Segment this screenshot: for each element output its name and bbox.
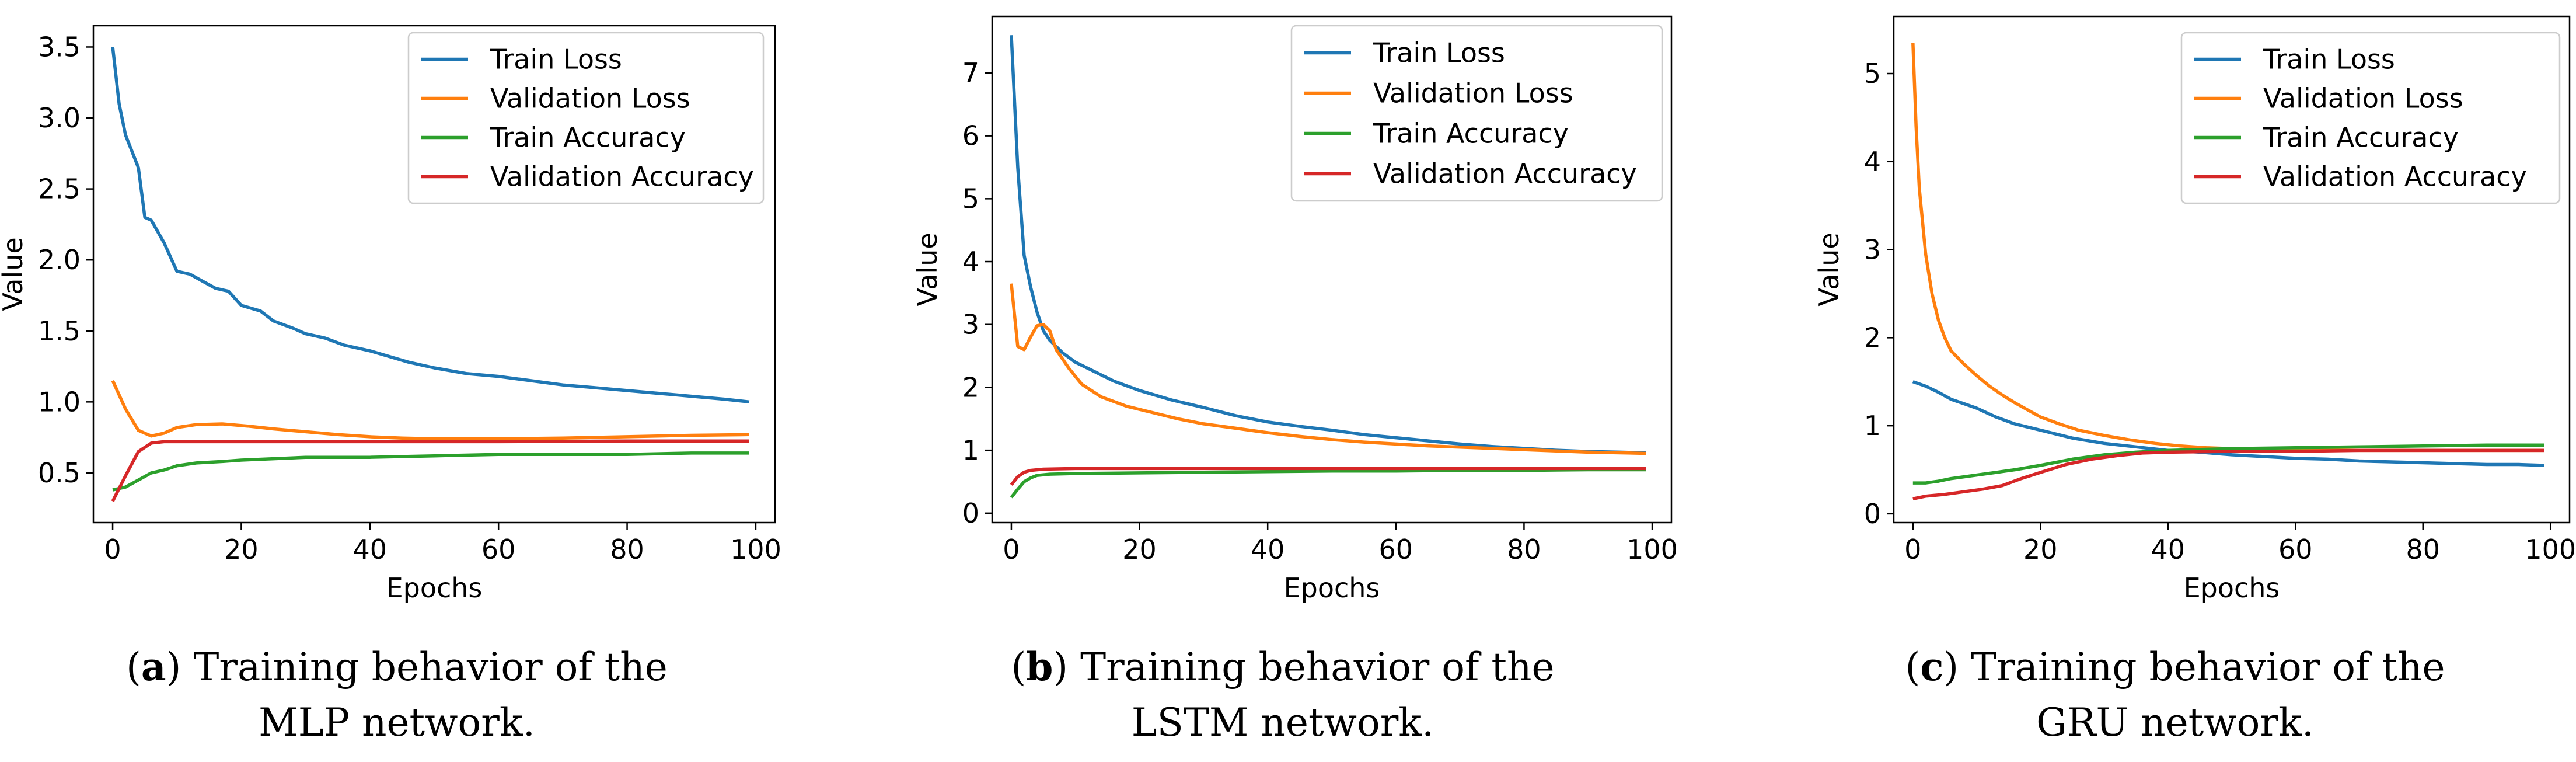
x-tick-label: 0	[1003, 534, 1020, 565]
series-line-train-accuracy	[112, 451, 749, 492]
y-tick-label: 3	[962, 309, 979, 340]
x-tick-label: 80	[1507, 534, 1541, 565]
y-tick-label: 2.0	[38, 244, 81, 276]
x-tick-label: 100	[1626, 534, 1678, 565]
legend-label: Train Loss	[2263, 44, 2395, 75]
caption-label: c	[1920, 644, 1944, 690]
y-tick-label: 3.5	[38, 31, 81, 62]
legend-label: Train Loss	[490, 44, 622, 75]
y-tick-label: 2.5	[38, 173, 81, 205]
y-tick-label: 0	[962, 497, 979, 529]
legend: Train Loss Validation Loss Train Accuracy V…	[1290, 25, 1663, 202]
y-tick-label: 5	[962, 183, 979, 214]
series-line-validation-accuracy	[111, 439, 749, 502]
caption-line1: ) Training behavior of the	[166, 645, 668, 690]
x-tick-label: 40	[2151, 534, 2185, 565]
chart-1: 0 20 40 60 80 100 0.5 1.0 1.5 2.0 2.5 3.0 3.5 Epochs V…	[0, 25, 781, 604]
legend-label: Validation Loss	[1373, 78, 1573, 109]
x-tick-label: 20	[224, 534, 259, 565]
legend: Train Loss Validation Loss Train Accuracy V…	[2180, 32, 2561, 204]
y-axis-label: Value	[0, 237, 29, 311]
y-tick-label: 2	[962, 371, 979, 403]
legend-label: Train Loss	[1373, 37, 1505, 69]
x-tick-label: 60	[2278, 534, 2313, 565]
y-tick-label: 4	[962, 246, 979, 277]
caption-c: (c) Training behavior of the GRU network…	[1854, 639, 2496, 750]
caption-label: b	[1026, 644, 1053, 690]
x-tick-label: 0	[104, 534, 121, 565]
legend-box	[1290, 25, 1663, 202]
series-line-validation-loss	[1010, 283, 1646, 455]
legend-label: Validation Accuracy	[2263, 161, 2527, 193]
y-tick-label: 1.0	[38, 386, 81, 417]
caption-line1: ) Training behavior of the	[1053, 645, 1555, 690]
x-tick-label: 100	[2525, 534, 2576, 565]
caption-line2: GRU network.	[2036, 700, 2314, 745]
x-tick-label: 80	[610, 534, 644, 565]
y-axis-label: Value	[912, 232, 943, 306]
plot-frame	[1893, 15, 2571, 524]
legend-box	[407, 32, 765, 204]
x-tick-label: 20	[2023, 534, 2058, 565]
y-tick-label: 1	[962, 434, 979, 466]
x-axis-label: Epochs	[2184, 572, 2280, 604]
x-axis-label: Epochs	[386, 572, 483, 604]
y-tick-label: 7	[962, 57, 979, 89]
series-line-train-accuracy	[1912, 443, 2544, 485]
x-tick-label: 60	[1379, 534, 1413, 565]
y-tick-label: 1	[1864, 410, 1881, 441]
x-axis-label: Epochs	[1284, 572, 1380, 604]
y-tick-label: 2	[1864, 322, 1881, 353]
y-tick-label: 6	[962, 120, 979, 152]
legend-label: Validation Loss	[2263, 83, 2463, 114]
plot-frame	[92, 25, 776, 524]
x-tick-label: 80	[2406, 534, 2440, 565]
series-line-train-accuracy	[1010, 468, 1646, 499]
series-line-validation-loss	[111, 380, 749, 441]
caption-line1: ) Training behavior of the	[1943, 645, 2445, 690]
legend: Train Loss Validation Loss Train Accuracy V…	[407, 32, 765, 204]
legend-label: Train Accuracy	[1373, 118, 1569, 149]
y-tick-label: 3	[1864, 234, 1881, 266]
x-tick-label: 60	[481, 534, 516, 565]
series-line-validation-accuracy	[1010, 467, 1646, 486]
caption-line2: MLP network.	[259, 700, 535, 745]
y-tick-label: 5	[1864, 58, 1881, 89]
legend-label: Validation Loss	[490, 83, 690, 114]
y-tick-label: 3.0	[38, 102, 81, 134]
x-tick-label: 100	[730, 534, 781, 565]
chart-3: 0 20 40 60 80 100 0 1 2 3 4 5 Epochs Value Train Loss V…	[1813, 15, 2576, 604]
series-line-validation-accuracy	[1912, 448, 2544, 500]
y-tick-label: 0.5	[38, 457, 81, 489]
series-line-train-loss	[111, 47, 750, 404]
caption-a: (a) Training behavior of the MLP network…	[76, 639, 718, 750]
legend-box	[2180, 32, 2561, 204]
legend-label: Validation Accuracy	[1373, 158, 1637, 190]
y-tick-label: 0	[1864, 498, 1881, 530]
x-tick-label: 20	[1122, 534, 1157, 565]
legend-label: Train Accuracy	[490, 122, 686, 154]
y-axis-label: Value	[1813, 232, 1845, 306]
plot-frame	[991, 15, 1673, 524]
chart-2: 0 20 40 60 80 100 0 1 2 3 4 5 6 7 Epochs Value Train Los…	[912, 15, 1678, 604]
x-tick-label: 0	[1904, 534, 1921, 565]
y-tick-label: 1.5	[38, 315, 81, 347]
caption-b: (b) Training behavior of the LSTM networ…	[962, 639, 1604, 750]
legend-label: Train Accuracy	[2263, 122, 2459, 154]
x-tick-label: 40	[353, 534, 388, 565]
caption-label: a	[141, 644, 166, 690]
legend-label: Validation Accuracy	[490, 161, 754, 193]
x-tick-label: 40	[1251, 534, 1285, 565]
caption-line2: LSTM network.	[1131, 700, 1434, 745]
y-tick-label: 4	[1864, 146, 1881, 178]
